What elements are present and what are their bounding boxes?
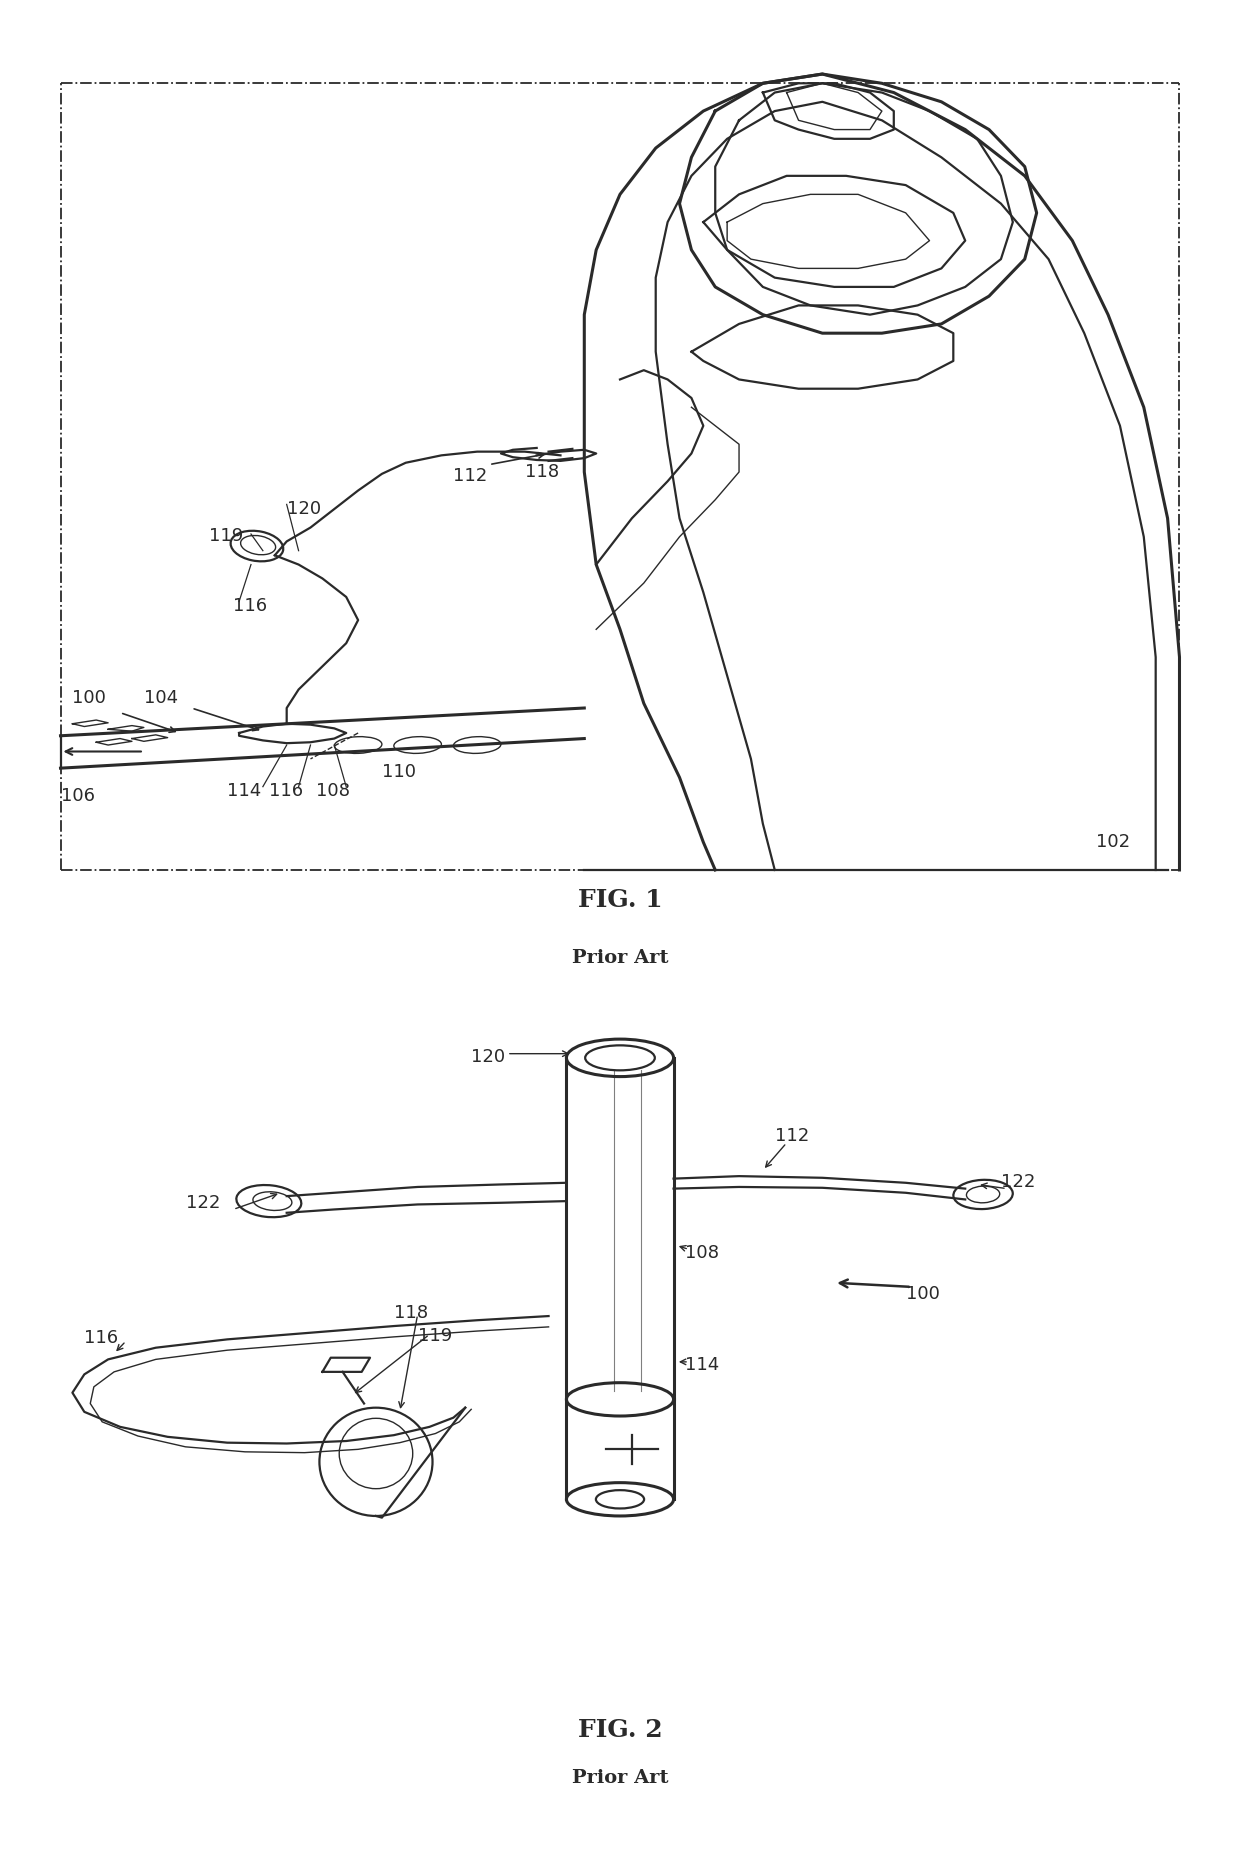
Text: 116: 116 bbox=[84, 1329, 119, 1348]
Text: 102: 102 bbox=[1096, 833, 1131, 851]
Text: FIG. 1: FIG. 1 bbox=[578, 888, 662, 913]
Text: 118: 118 bbox=[394, 1303, 428, 1322]
Text: Prior Art: Prior Art bbox=[572, 948, 668, 966]
Text: 120: 120 bbox=[471, 1048, 506, 1066]
Text: 116: 116 bbox=[269, 781, 303, 800]
Text: 122: 122 bbox=[1001, 1174, 1035, 1190]
Text: 112: 112 bbox=[775, 1127, 808, 1146]
Text: 110: 110 bbox=[382, 763, 415, 781]
Text: 114: 114 bbox=[686, 1357, 719, 1373]
Text: 114: 114 bbox=[227, 781, 262, 800]
Text: 112: 112 bbox=[454, 466, 487, 485]
Text: 100: 100 bbox=[72, 689, 107, 707]
Text: 108: 108 bbox=[686, 1244, 719, 1262]
Text: 120: 120 bbox=[286, 500, 321, 518]
Text: 122: 122 bbox=[186, 1194, 219, 1212]
Text: 116: 116 bbox=[233, 596, 268, 615]
Text: 119: 119 bbox=[210, 528, 243, 546]
Text: 106: 106 bbox=[61, 787, 94, 805]
Text: 104: 104 bbox=[144, 689, 179, 707]
Text: FIG. 2: FIG. 2 bbox=[578, 1718, 662, 1742]
Text: 108: 108 bbox=[316, 781, 351, 800]
Text: 119: 119 bbox=[418, 1327, 451, 1346]
Text: Prior Art: Prior Art bbox=[572, 1768, 668, 1786]
Text: 118: 118 bbox=[525, 463, 559, 481]
Text: 100: 100 bbox=[905, 1285, 940, 1303]
